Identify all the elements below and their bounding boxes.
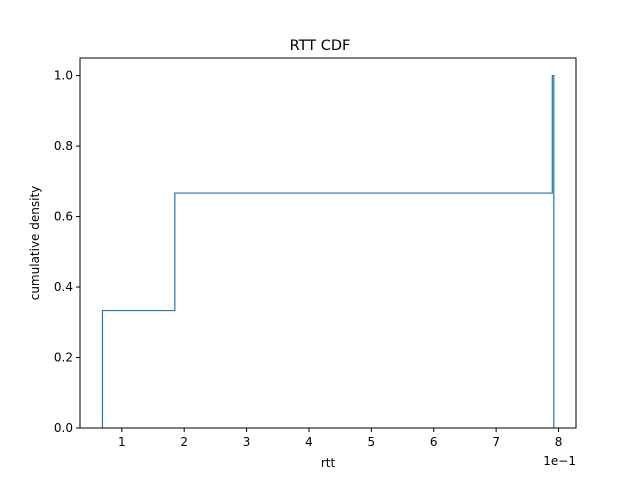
y-tick-label: 0.8: [54, 139, 73, 153]
x-tick-label: 3: [243, 435, 251, 449]
y-axis-label: cumulative density: [28, 186, 42, 301]
plot-area: [101, 75, 555, 428]
y-tick-label: 0.0: [54, 421, 73, 435]
axes-frame: [79, 57, 577, 429]
x-axis-offset-label: 1e−1: [543, 454, 576, 468]
x-tick-label: 1: [118, 435, 126, 449]
x-tick-label: 2: [180, 435, 188, 449]
x-axis-ticks: 1 2 3 4 5 6 7 8: [118, 428, 562, 449]
x-tick-label: 7: [492, 435, 500, 449]
y-tick-label: 1.0: [54, 69, 73, 83]
y-tick-label: 0.6: [54, 210, 73, 224]
x-axis-label: rtt: [321, 456, 336, 470]
x-tick-label: 6: [430, 435, 438, 449]
chart-title: RTT CDF: [290, 38, 351, 54]
x-tick-label: 8: [555, 435, 563, 449]
y-tick-label: 0.2: [54, 351, 73, 365]
y-tick-label: 0.4: [54, 280, 73, 294]
x-tick-label: 4: [305, 435, 313, 449]
y-axis-ticks: 0.0 0.2 0.4 0.6 0.8 1.0: [54, 69, 80, 435]
cdf-step-line: [101, 75, 555, 428]
x-tick-label: 5: [368, 435, 376, 449]
